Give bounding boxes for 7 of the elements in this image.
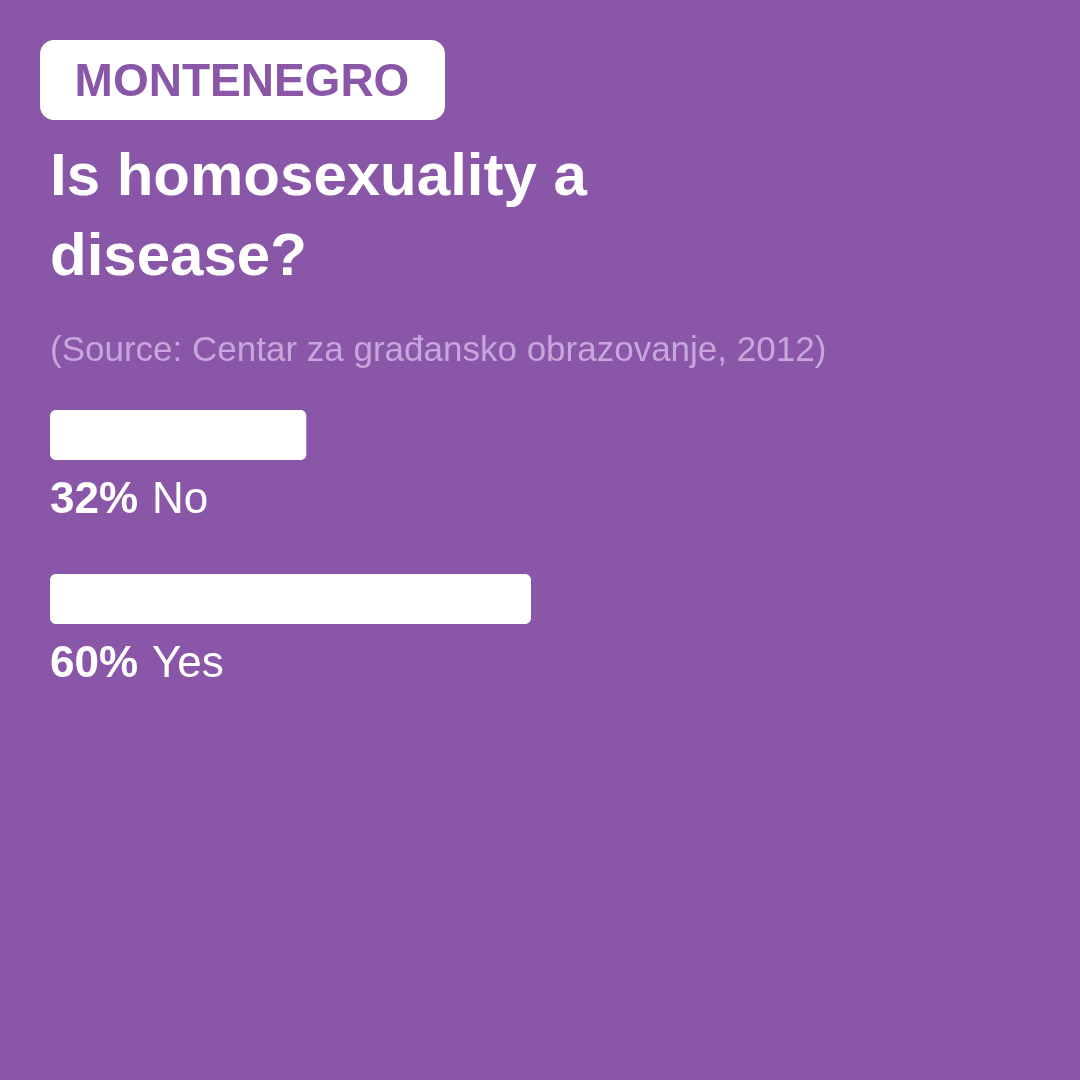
data-label: 32% xyxy=(50,473,139,522)
chart-subtitle: MONTENEGRO xyxy=(74,54,410,106)
text: (Source: Centar za građansko obrazovanje, 2012) xyxy=(50,329,827,368)
data-label: 60% xyxy=(50,637,139,686)
y-tick-label: Yes xyxy=(152,637,224,686)
y-tick-label: No xyxy=(152,473,209,522)
chart-title: Is homosexuality a disease? xyxy=(50,141,588,288)
